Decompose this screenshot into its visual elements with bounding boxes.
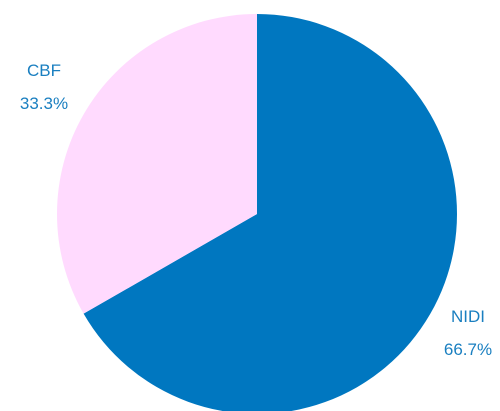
slice-percent-nidi: 66.7% bbox=[444, 340, 492, 359]
pie-slice-cbf bbox=[56, 14, 258, 314]
slice-label-cbf: CBF bbox=[27, 61, 61, 80]
pie-labels: NIDI 66.7% CBF 33.3% bbox=[20, 61, 492, 359]
slice-label-nidi: NIDI bbox=[451, 307, 485, 326]
slice-percent-cbf: 33.3% bbox=[20, 94, 68, 113]
pie-slice-nidi bbox=[83, 14, 457, 411]
pie-slices bbox=[56, 14, 457, 411]
